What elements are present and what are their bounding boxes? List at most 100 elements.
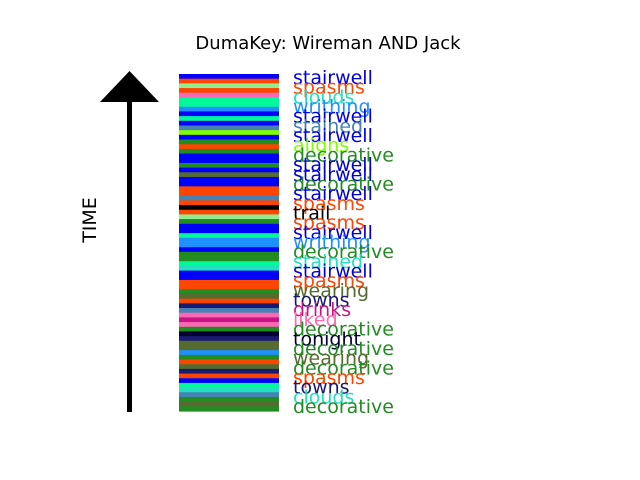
time-stripe [179,223,279,230]
word-label: aligns [293,135,349,157]
time-stripe [179,251,279,258]
time-stripe [179,261,279,267]
time-stripe [179,130,279,136]
time-stripe [179,401,279,407]
word-label: stairwell [293,67,373,89]
time-stripe [179,233,279,239]
time-stripe [179,368,279,375]
time-stripe [179,214,279,220]
time-stripe [179,364,279,370]
word-label: spasms [293,193,365,215]
word-label: trail [293,202,330,224]
word-label: clouds [293,86,354,108]
time-stripe [179,200,279,206]
word-label: decorative [293,338,394,360]
word-label: writhing [293,96,371,118]
word-label: decorative [293,357,394,379]
time-stripe [179,111,279,117]
word-label: decorative [293,241,394,263]
time-stripe [179,144,279,150]
time-stripe [179,92,279,98]
time-arrow-head [100,71,159,102]
word-label: wearing [293,348,369,370]
time-stripe [179,396,279,403]
time-stripe [179,354,279,361]
time-stripe [179,359,279,365]
word-label: decorative [293,396,394,418]
word-label: tonight [293,328,361,350]
time-stripe [179,256,279,262]
time-stripe [179,392,279,398]
time-stripe [179,270,279,276]
word-label: towns [293,377,350,399]
word-label: spasms [293,367,365,389]
time-stripe [179,373,279,379]
time-stripe [179,148,279,155]
word-label: stairwell [293,164,373,186]
word-label: stairwell [293,154,373,176]
time-stripe [179,303,279,309]
time-stripe [179,378,279,384]
time-axis-label: TIME [79,197,101,244]
time-stripe [179,167,279,173]
time-stripe [179,345,279,351]
time-stripe [179,102,279,108]
time-stripe [179,162,279,169]
chart-title: DumaKey: Wireman AND Jack [195,33,461,54]
word-label: decorative [293,144,394,166]
word-label: clouds [293,386,354,408]
word-label: decorative [293,173,394,195]
time-stripe [179,139,279,145]
time-stripe [179,116,279,122]
time-stripe [179,293,279,300]
time-stripe [179,228,279,234]
word-label: stairwell [293,106,373,128]
word-label: spasms [293,212,365,234]
time-stripe [179,322,279,328]
time-stripe [179,242,279,248]
time-stripe [179,172,279,178]
word-label: stained [293,251,363,273]
time-stripe [179,125,279,131]
time-stripe [179,120,279,127]
time-stripe [179,219,279,225]
word-labels: stairwellspasmscloudswrithingstairwellst… [293,67,394,418]
time-stripe [179,195,279,201]
time-stripe [179,97,279,103]
word-label: stairwell [293,261,373,283]
time-stripe [179,158,279,164]
time-stripe [179,186,279,192]
time-stripe [179,153,279,159]
word-label: stairwell [293,183,373,205]
time-stripe [179,298,279,304]
time-stripe [179,350,279,356]
word-label: towns [293,290,350,312]
time-stripe [179,289,279,295]
time-stripe [179,331,279,337]
word-label: spasms [293,77,365,99]
time-stripe [179,279,279,286]
time-stripe [179,237,279,244]
time-arrow-shaft [127,100,132,412]
time-stripe [179,406,279,412]
time-stripe [179,382,279,389]
word-label: stairwell [293,222,373,244]
time-stripe [179,387,279,393]
time-stripe [179,340,279,347]
time-stripe [179,83,279,89]
word-label: liked [293,309,338,331]
word-label: decorative [293,319,394,341]
time-stripe [179,209,279,216]
time-stripe [179,134,279,141]
time-stripe [179,247,279,253]
time-stripe [179,308,279,314]
time-stripe [179,317,279,323]
word-label: wearing [293,280,369,302]
time-stripe [179,88,279,94]
word-label: writhing [293,232,371,254]
time-arrow [100,71,159,412]
time-stripe [179,284,279,290]
time-stripe [179,191,279,197]
word-label: spasms [293,270,365,292]
